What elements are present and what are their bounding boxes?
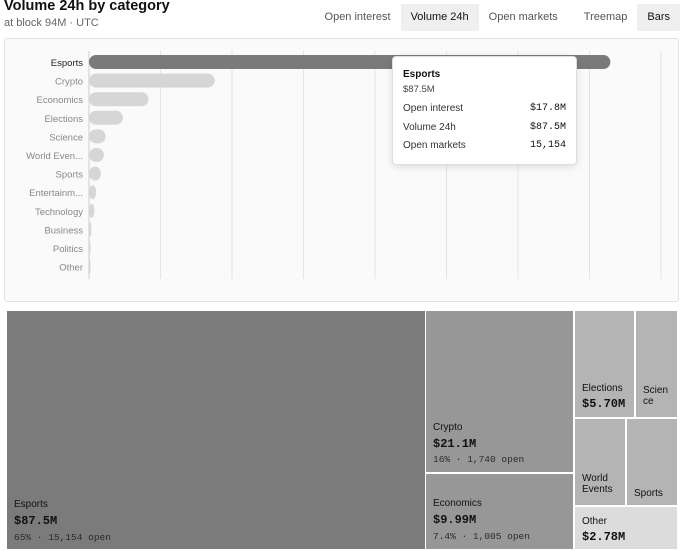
chart-title: Volume 24h by category <box>4 0 170 14</box>
chart-subtitle: at block 94M · UTC <box>4 17 99 29</box>
bar[interactable] <box>89 148 104 162</box>
treemap-tile[interactable]: World Events <box>574 418 626 506</box>
bar[interactable] <box>89 185 97 200</box>
tile-detail: 7.4% · 1,005 open <box>433 531 530 542</box>
category-label: Business <box>44 225 83 236</box>
category-label: Elections <box>44 114 83 125</box>
bar[interactable] <box>89 73 215 88</box>
tooltip-title: Esports <box>403 69 441 80</box>
tile-name: Economics <box>433 498 482 509</box>
category-label: Crypto <box>55 77 83 88</box>
treemap-tile[interactable]: Sports <box>626 418 678 506</box>
tile-value: $9.99M <box>433 513 477 527</box>
tile-value: $2.78M <box>582 530 626 544</box>
treemap-tile[interactable]: Elections $5.70M <box>574 310 635 418</box>
tile-value: $5.70M <box>582 397 626 411</box>
treemap-tile[interactable]: Scien ce <box>635 310 678 418</box>
treemap-tile[interactable]: Crypto $21.1M 16% · 1,740 open <box>425 310 574 473</box>
tile-value: $21.1M <box>433 437 477 451</box>
treemap-tile[interactable]: Esports $87.5M 65% · 15,154 open <box>6 310 426 550</box>
tooltip-label: Volume 24h <box>403 122 456 133</box>
tooltip-value: 15,154 <box>529 140 566 151</box>
tile-name: World Events <box>582 473 613 495</box>
tab-volume-24h[interactable]: Volume 24h <box>400 4 479 31</box>
tab-bars[interactable]: Bars <box>637 4 680 31</box>
treemap-tile[interactable]: Economics $9.99M 7.4% · 1,005 open <box>425 473 574 550</box>
tile-name: Crypto <box>433 422 463 433</box>
bar-tooltip: Esports $87.5M Open interest $17.8M Volu… <box>392 56 577 165</box>
category-label: Sports <box>56 170 84 181</box>
tooltip-row-open-interest: Open interest $17.8M <box>403 103 566 114</box>
treemap-tile[interactable]: Other $2.78M <box>574 506 678 550</box>
bar[interactable] <box>89 259 91 274</box>
bar[interactable] <box>89 241 91 255</box>
tile-name: Esports <box>14 499 48 510</box>
bar-chart-panel: Esports Crypto Economics Elections Science Wo… <box>4 38 679 302</box>
tooltip-label: Open interest <box>403 103 464 114</box>
tab-treemap[interactable]: Treemap <box>583 11 628 23</box>
tooltip-value: $17.8M <box>529 103 566 114</box>
bar[interactable] <box>89 129 106 144</box>
tile-name: Sports <box>634 488 663 499</box>
tooltip-label: Open markets <box>403 140 466 151</box>
tab-open-interest[interactable]: Open interest <box>324 11 391 23</box>
tile-name: Elections <box>582 383 623 394</box>
tile-detail: 16% · 1,740 open <box>433 454 525 465</box>
bar[interactable] <box>89 166 101 181</box>
bar[interactable] <box>89 110 123 125</box>
category-label: Technology <box>35 207 83 218</box>
category-label: Politics <box>53 244 83 255</box>
bar[interactable] <box>89 203 95 218</box>
tooltip-row-volume: Volume 24h $87.5M <box>403 122 566 133</box>
tab-open-markets[interactable]: Open markets <box>488 11 558 23</box>
category-label: Entertainm... <box>29 188 83 199</box>
category-label: Economics <box>37 95 84 106</box>
tooltip-value: $87.5M <box>529 122 566 133</box>
tile-detail: 65% · 15,154 open <box>14 532 111 543</box>
tile-name: Other <box>582 516 608 527</box>
category-label: Science <box>49 132 83 143</box>
bar[interactable] <box>89 92 149 107</box>
category-label: World Even... <box>26 151 83 162</box>
category-label: Other <box>59 263 83 274</box>
tooltip-subtitle: $87.5M <box>403 84 435 95</box>
tile-value: $87.5M <box>14 514 58 528</box>
view-tabs: Open interest Volume 24h Open markets Tr… <box>315 4 680 31</box>
bar-chart: Esports Crypto Economics Elections Science Wo… <box>26 51 662 279</box>
tooltip-row-open-markets: Open markets 15,154 <box>403 140 566 151</box>
bar[interactable] <box>89 222 92 237</box>
tile-name: Scien ce <box>643 385 669 407</box>
category-label: Esports <box>51 58 83 69</box>
